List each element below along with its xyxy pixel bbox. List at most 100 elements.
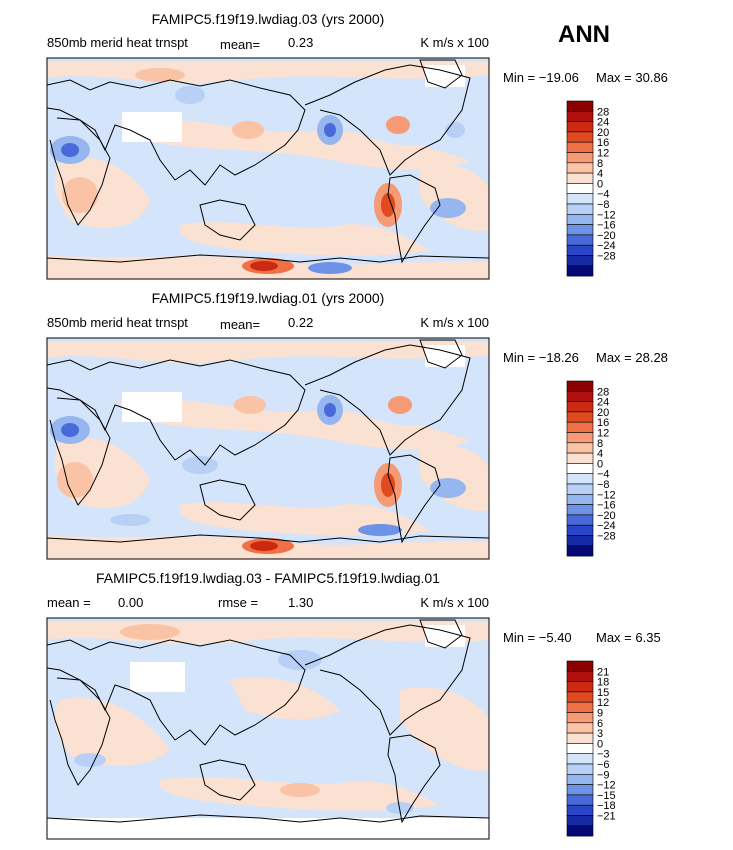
panel-3-max: Max = 6.35 (596, 630, 661, 645)
colorbar-box (566, 732, 594, 744)
coastline-north-america (304, 344, 471, 456)
panel-1-cool-anomaly (308, 262, 352, 274)
colorbar-tick-label: 12 (597, 148, 609, 160)
colorbar-tick-label: 4 (597, 448, 603, 460)
panel-2-units: K m/s x 100 (420, 315, 489, 330)
colorbar-box (566, 411, 594, 423)
colorbar-box (566, 753, 594, 765)
panel-1-no-data-area (122, 112, 182, 142)
panel-1: FAMIPC5.f19f19.lwdiag.03 (yrs 2000) 850m… (46, 11, 668, 280)
colorbar-tick-label: 16 (597, 417, 609, 429)
panel-3-rmse-label: rmse = (218, 595, 258, 610)
colorbar-tick-label: −3 (597, 749, 610, 761)
coastline-north-america (304, 64, 471, 176)
colorbar-tick-label: 0 (597, 738, 603, 750)
panel-1-min: Min = −19.06 (503, 70, 579, 85)
coastline-africa (49, 677, 111, 786)
colorbar-box (566, 535, 594, 547)
panel-2-min: Min = −18.26 (503, 350, 579, 365)
colorbar-box (566, 514, 594, 526)
panel-2-warm-anomaly (234, 396, 266, 414)
colorbar-tick-label: 20 (597, 407, 609, 419)
panel-2-map-border (46, 337, 490, 560)
colorbar-tick-label: −28 (597, 251, 616, 263)
panel-3-units: K m/s x 100 (420, 595, 489, 610)
colorbar-box (566, 701, 594, 713)
panel-2-max: Max = 28.28 (596, 350, 668, 365)
colorbar-box (566, 121, 594, 133)
colorbar-box (566, 401, 594, 413)
colorbar-box (566, 162, 594, 174)
panel-2-cool-anomaly (358, 524, 402, 536)
colorbar-box (566, 504, 594, 516)
panel-2-variable-label: 850mb merid heat trnspt (47, 315, 188, 330)
panel-2-warm-anomaly (388, 396, 412, 414)
panel-3-title: FAMIPC5.f19f19.lwdiag.03 - FAMIPC5.f19f1… (96, 570, 440, 586)
colorbar-box (566, 743, 594, 755)
colorbar-box (566, 722, 594, 734)
season-label: ANN (558, 21, 610, 48)
coastline-north-america (304, 624, 471, 736)
colorbar-box (566, 131, 594, 143)
panel-1-cool-anomaly (175, 86, 205, 104)
panel-2-cool-anomaly (324, 403, 336, 417)
coastline-africa (49, 397, 111, 506)
colorbar-box (566, 473, 594, 485)
colorbar-tick-label: 24 (597, 117, 609, 129)
colorbar-box (566, 483, 594, 495)
coastline-africa (49, 117, 111, 226)
colorbar-box (566, 691, 594, 703)
panel-2-warm-anomaly (381, 473, 395, 497)
colorbar-tick-label: 0 (597, 458, 603, 470)
colorbar-box (566, 545, 594, 557)
colorbar-tick-label: 12 (597, 697, 609, 709)
panel-1-cool-anomaly (324, 123, 336, 137)
colorbar-tick-label: −20 (597, 230, 616, 242)
colorbar-box (566, 712, 594, 724)
panel-1-map-border (46, 57, 490, 280)
coastline-antarctica (47, 254, 489, 263)
colorbar-tick-label: −15 (597, 790, 616, 802)
panel-3-rmse-value: 1.30 (288, 595, 313, 610)
colorbar-box (566, 152, 594, 164)
panel-1-warm-anomaly (232, 121, 264, 139)
colorbar-box (566, 804, 594, 816)
colorbar-tick-label: 28 (597, 106, 609, 118)
panel-3-warm-anomaly (280, 783, 320, 797)
coastline-south-america (387, 454, 441, 544)
panel-2-warm-anomaly (250, 541, 278, 551)
panel-3-no-data-area (425, 625, 465, 647)
colorbar-tick-label: −16 (597, 500, 616, 512)
panel-3-warm-anomaly (120, 624, 180, 640)
panel-3-map (47, 618, 489, 839)
coastline-south-america (387, 734, 441, 824)
colorbar-box (566, 244, 594, 256)
colorbar-tick-label: 9 (597, 708, 603, 720)
colorbar-box (566, 794, 594, 806)
panel-2-cool-anomaly (182, 456, 218, 474)
coastline-antarctica (47, 814, 489, 823)
panel-3-coastlines (47, 619, 489, 824)
colorbar-tick-label: 20 (597, 127, 609, 139)
colorbar-tick-label: −12 (597, 209, 616, 221)
panel-1-cool-anomaly (445, 122, 465, 138)
panel-3-positive-region (54, 698, 170, 766)
colorbar-tick-label: 4 (597, 168, 603, 180)
colorbar-tick-label: −21 (597, 811, 616, 823)
colorbar-tick-label: −24 (597, 520, 616, 532)
coastline-eurasia (47, 79, 306, 186)
panel-3-min: Min = −5.40 (503, 630, 572, 645)
panel-3-mean-label: mean = (47, 595, 91, 610)
coastline-australia (199, 759, 256, 801)
panel-3-cool-anomaly (74, 753, 106, 767)
colorbar-box (566, 193, 594, 205)
coastline-eurasia (47, 639, 306, 746)
colorbar-box (566, 214, 594, 225)
panel-1-warm-anomaly (386, 116, 410, 134)
colorbar-box (566, 234, 594, 246)
panel-1-coastlines (47, 59, 489, 264)
